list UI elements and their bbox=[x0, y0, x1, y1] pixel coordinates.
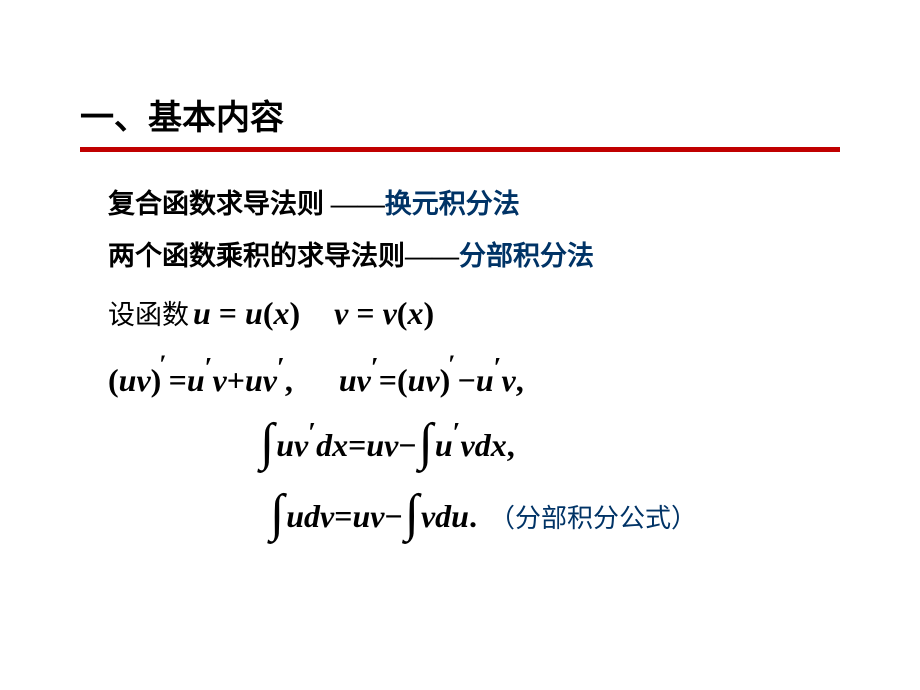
fn-v-eq: v = v(x) bbox=[334, 286, 434, 340]
line2-method: 分部积分法 bbox=[459, 241, 594, 271]
line-3: 设函数 u = u(x) v = v(x) bbox=[108, 286, 840, 340]
line3-prefix: 设函数 bbox=[108, 293, 189, 339]
line2-sep: —— bbox=[405, 241, 459, 271]
line-2: 两个函数乘积的求导法则——分部积分法 bbox=[108, 234, 840, 280]
product-rule-row: (uv)′ = u′v + uv′, uv′ = (uv)′ − u′v, bbox=[108, 362, 840, 399]
formula-annotation: （分部积分公式） bbox=[489, 498, 697, 535]
integral-form-1: ∫uv′dx = uv − ∫u′vdx, bbox=[108, 427, 840, 464]
line2-prefix: 两个函数乘积的求导法则 bbox=[108, 241, 405, 271]
product-rule-rearranged: uv′ = (uv)′ − u′v, bbox=[339, 362, 524, 399]
line1-method: 换元积分法 bbox=[385, 189, 520, 219]
line1-prefix: 复合函数求导法则 bbox=[108, 189, 324, 219]
content-block: 复合函数求导法则 ——换元积分法 两个函数乘积的求导法则——分部积分法 设函数 … bbox=[80, 182, 840, 535]
line-1: 复合函数求导法则 ——换元积分法 bbox=[108, 182, 840, 228]
fn-u-eq: u = u(x) bbox=[193, 286, 300, 340]
section-title: 一、基本内容 bbox=[80, 90, 840, 139]
integration-by-parts-formula: ∫udv = uv − ∫vdu. （分部积分公式） bbox=[108, 498, 840, 535]
slide-content: 一、基本内容 复合函数求导法则 ——换元积分法 两个函数乘积的求导法则——分部积… bbox=[0, 0, 920, 690]
title-underline bbox=[80, 147, 840, 152]
product-rule-lhs: (uv)′ = u′v + uv′, bbox=[108, 362, 293, 399]
line1-sep: —— bbox=[324, 189, 385, 219]
